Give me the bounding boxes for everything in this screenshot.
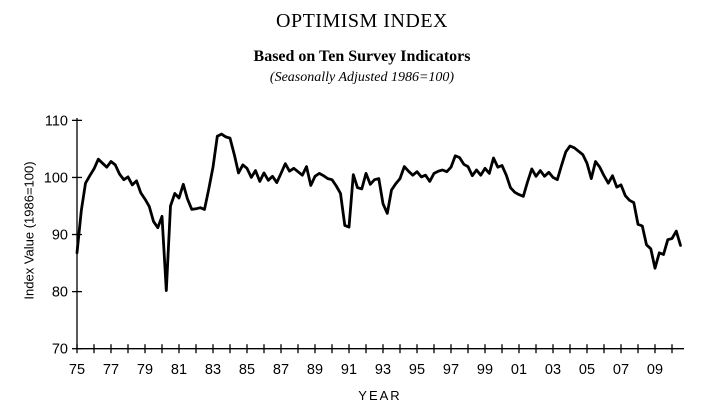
x-tick-label: 97 (443, 362, 459, 378)
x-tick-label: 75 (69, 362, 85, 378)
y-tick-label: 80 (52, 285, 68, 301)
chart-subtitle: Based on Ten Survey Indicators (253, 48, 471, 65)
x-tick-label: 03 (545, 362, 561, 378)
x-tick-label: 77 (103, 362, 119, 378)
x-tick-label: 95 (409, 362, 425, 378)
y-tick-label: 90 (52, 228, 68, 244)
x-tick-label: 09 (647, 362, 663, 378)
x-tick-label: 79 (137, 362, 153, 378)
x-tick-label: 89 (307, 362, 323, 378)
x-tick-label: 81 (171, 362, 187, 378)
x-tick-label: 07 (613, 362, 629, 378)
x-tick-label: 87 (273, 362, 289, 378)
y-axis-title: Index Value (1986=100) (21, 161, 37, 300)
chart-title: OPTIMISM INDEX (276, 10, 448, 32)
x-tick-label: 93 (375, 362, 391, 378)
x-tick-label: 83 (205, 362, 221, 378)
x-tick-label: 91 (341, 362, 357, 378)
chart-note: (Seasonally Adjusted 1986=100) (269, 70, 455, 85)
x-tick-label: 85 (239, 362, 255, 378)
y-tick-label: 100 (44, 170, 68, 186)
x-tick-label: 99 (477, 362, 493, 378)
x-axis-title: YEAR (358, 388, 402, 403)
optimism-index-series-line (75, 132, 682, 292)
chart-headings: OPTIMISM INDEX Based on Ten Survey Indic… (7, 0, 710, 86)
y-tick-label: 110 (45, 113, 68, 129)
x-tick-label: 05 (579, 362, 595, 378)
y-tick-label: 70 (52, 342, 68, 358)
x-tick-label: 01 (511, 362, 527, 378)
